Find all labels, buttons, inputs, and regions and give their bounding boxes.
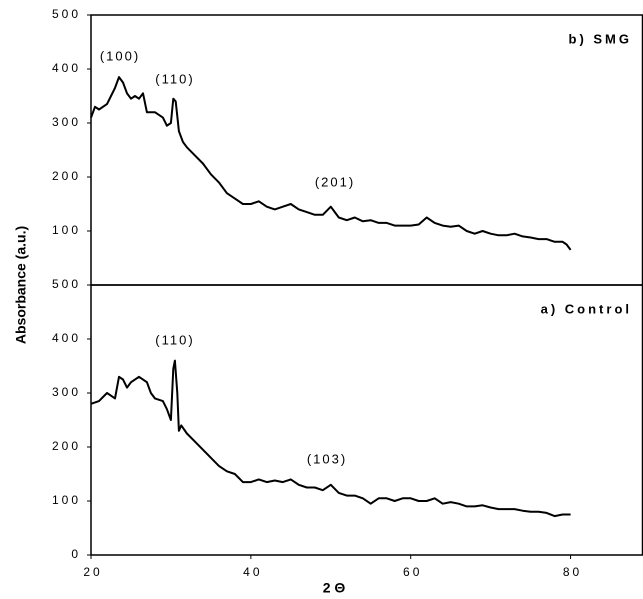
panel-label: a) Control: [541, 301, 632, 316]
y-tick-label: 100: [52, 493, 81, 507]
data-line: [90, 359, 571, 518]
peak-annotation: (100): [100, 48, 140, 63]
panel-label: b) SMG: [569, 31, 633, 46]
x-tick-label: 20: [83, 565, 102, 579]
y-tick-label: 100: [52, 223, 81, 237]
y-tick-label: 200: [52, 439, 81, 453]
y-tick-label: 500: [52, 7, 81, 21]
x-tick-label: 60: [403, 565, 422, 579]
peak-annotation: (110): [155, 332, 194, 347]
peak-annotation: (103): [307, 451, 347, 466]
x-axis-label: 2 Θ: [323, 580, 346, 596]
y-tick-label: 400: [52, 61, 81, 75]
y-tick-label: 500: [52, 277, 81, 291]
y-axis-label: Absorbance (a.u.): [13, 226, 29, 344]
data-line: [90, 76, 572, 251]
y-tick-label: 300: [52, 115, 81, 129]
x-tick-label: 80: [563, 565, 582, 579]
x-tick-label: 40: [243, 565, 262, 579]
plot-frame: [90, 14, 643, 286]
peak-annotation: (110): [155, 71, 194, 86]
y-tick-label: 400: [52, 331, 81, 345]
y-tick-label: 200: [52, 169, 81, 183]
y-tick-label: 300: [52, 385, 81, 399]
peak-annotation: (201): [315, 174, 355, 189]
y-tick-label: 0: [71, 547, 81, 561]
